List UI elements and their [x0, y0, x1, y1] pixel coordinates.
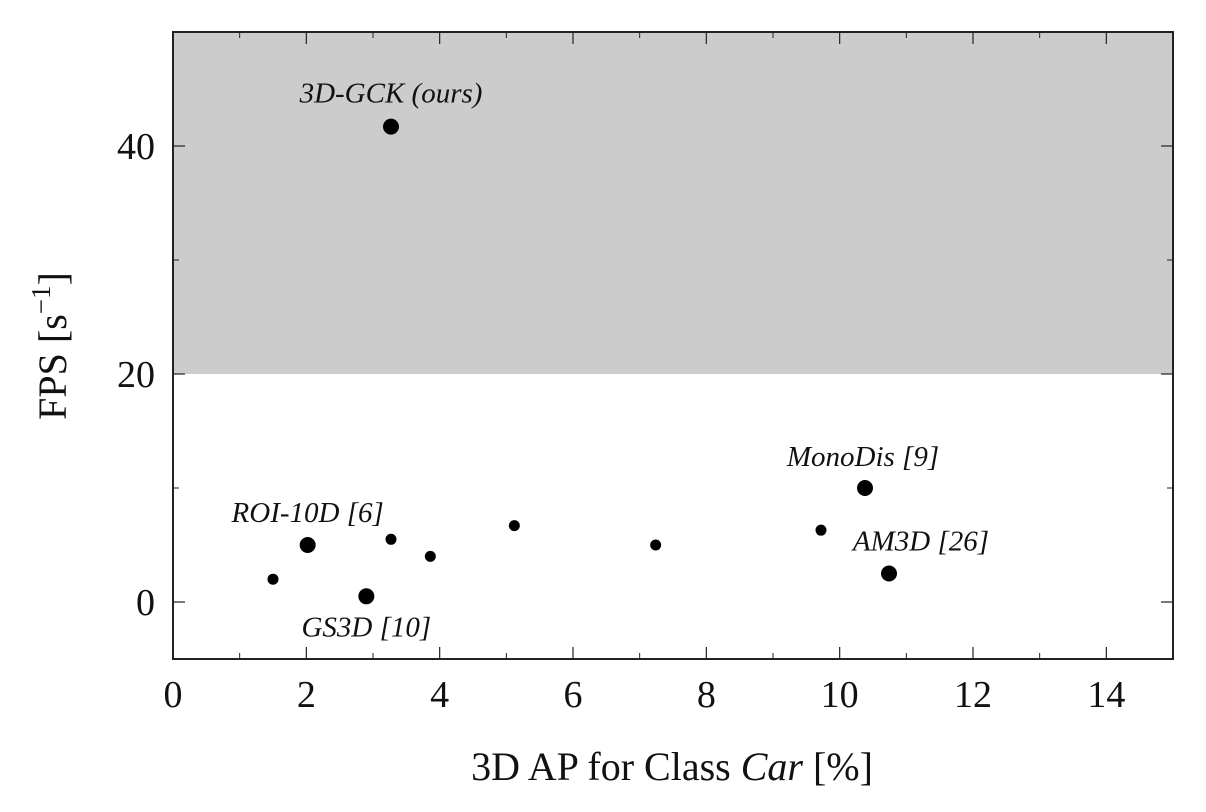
- y-axis-label-exponent: −1: [26, 285, 56, 314]
- data-point: [358, 588, 375, 605]
- tick-mark-layer: [172, 32, 1173, 659]
- x-tick-label: 2: [297, 674, 316, 716]
- data-point: [385, 533, 397, 545]
- data-point: [857, 480, 873, 496]
- point-label: GS3D [10]: [301, 611, 431, 643]
- x-tick-label: 6: [564, 674, 583, 716]
- y-axis-label: FPS [s−1]: [26, 272, 75, 420]
- point-label: 3D-GCK (ours): [299, 78, 483, 110]
- x-tick-label: 8: [697, 674, 716, 716]
- x-axis-label: 3D AP for Class Car [%]: [471, 744, 873, 789]
- data-point: [815, 524, 827, 536]
- point-label: MonoDis [9]: [786, 441, 939, 473]
- shaded-region: [173, 32, 1173, 374]
- point-label-layer: 3D-GCK (ours) MonoDis [9] ROI-10D [6] AM3D …: [231, 78, 990, 644]
- point-label: AM3D [26]: [851, 526, 989, 558]
- x-tick-label: 0: [164, 674, 183, 716]
- tick-label-layer: 0 2 4 6 8 10 12 14 0 20 40: [117, 126, 1125, 716]
- y-tick-label: 20: [117, 354, 155, 396]
- x-axis-label-class: Car: [741, 744, 804, 789]
- data-point: [299, 537, 316, 553]
- shaded-region-layer: [173, 32, 1173, 374]
- plot-frame: [172, 31, 1174, 660]
- y-axis-label-close: ]: [30, 272, 75, 285]
- x-tick-label: 14: [1087, 674, 1125, 716]
- data-point: [383, 118, 399, 135]
- x-tick-label: 10: [821, 674, 859, 716]
- data-point: [508, 520, 520, 532]
- x-axis-label-prefix: 3D AP for Class: [471, 744, 741, 789]
- data-point: [267, 573, 279, 585]
- y-axis-label-main: FPS [s: [30, 314, 75, 420]
- data-point: [650, 539, 662, 551]
- y-tick-label: 40: [117, 126, 155, 168]
- x-axis-label-suffix: [%]: [803, 744, 873, 789]
- data-point: [424, 550, 436, 562]
- data-point-layer: [267, 118, 897, 605]
- y-tick-label: 0: [136, 582, 155, 624]
- data-point: [881, 565, 897, 582]
- x-tick-label: 4: [430, 674, 449, 716]
- point-label: ROI-10D [6]: [231, 497, 384, 529]
- x-tick-label: 12: [954, 674, 992, 716]
